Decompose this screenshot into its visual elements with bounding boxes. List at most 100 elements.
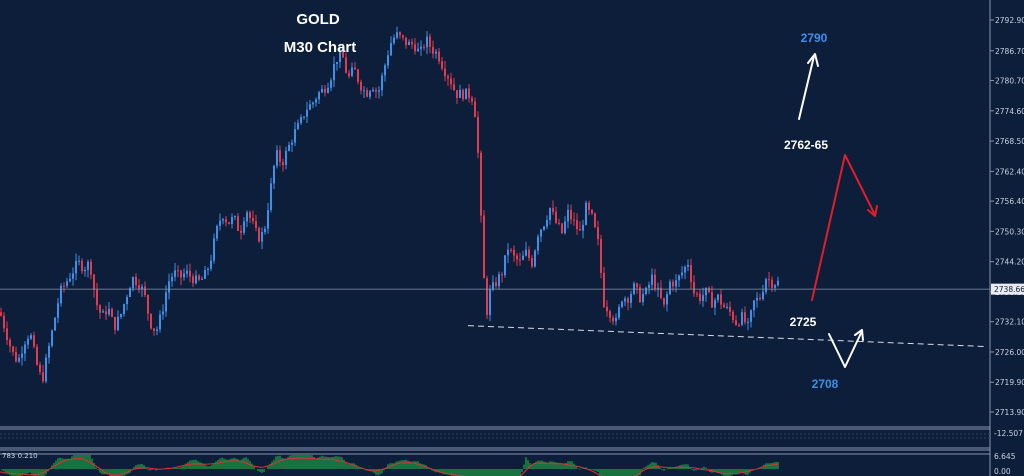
candle-body: [519, 259, 521, 261]
candle-body: [12, 346, 14, 352]
candle-body: [441, 61, 443, 69]
candle-body: [327, 87, 329, 93]
candle-body: [435, 51, 437, 54]
candle-body: [462, 89, 464, 100]
indicator-tick-high: 6.645: [994, 452, 1016, 461]
up-arrow-to-2790: [798, 55, 815, 120]
candle-body: [465, 88, 467, 100]
candle-body: [231, 217, 233, 224]
candle-body: [546, 219, 548, 227]
candle-body: [264, 228, 266, 233]
price-tick-label: 2786.70: [995, 47, 1024, 56]
candle-body: [447, 76, 449, 79]
candle-body: [93, 274, 95, 290]
candle-body: [30, 335, 32, 339]
price-tick-label: 2792.90: [995, 16, 1024, 25]
candle-body: [486, 278, 488, 316]
candle-body: [348, 72, 350, 76]
candle-body: [36, 346, 38, 365]
candle-body: [75, 260, 77, 274]
candle-body: [684, 266, 686, 273]
candle-body: [123, 304, 125, 314]
price-tick-label: 2768.50: [995, 137, 1024, 146]
candle-body: [432, 46, 434, 54]
candle-body: [558, 222, 560, 224]
candle-body: [114, 316, 116, 331]
candle-body: [252, 218, 254, 222]
candle-body: [663, 297, 665, 305]
chart-title: GOLD: [296, 11, 339, 28]
candle-body: [63, 285, 65, 287]
price-tick-label: 2726.00: [995, 348, 1024, 357]
candle-body: [54, 317, 56, 331]
candle-body: [141, 286, 143, 290]
candle-body: [345, 57, 347, 73]
candle-body: [636, 283, 638, 288]
candle-body: [81, 260, 83, 272]
candle-body: [177, 270, 179, 272]
projection-arrows: [798, 53, 878, 368]
candle-body: [777, 280, 779, 286]
candle-body: [357, 69, 359, 82]
candle-body: [498, 274, 500, 287]
candle-body: [537, 236, 539, 251]
candle-body: [429, 36, 431, 47]
candle-body: [513, 249, 515, 256]
candle-body: [369, 91, 371, 97]
candle-body: [333, 63, 335, 81]
candle-body: [153, 328, 155, 331]
candle-body: [18, 357, 20, 362]
candle-body: [627, 298, 629, 303]
candle-body: [630, 293, 632, 303]
indicator-tick-low: -12.507: [994, 429, 1023, 438]
candle-body: [564, 221, 566, 234]
candle-body: [150, 313, 152, 329]
candle-body: [180, 270, 182, 278]
candle-body: [165, 292, 167, 312]
candle-body: [87, 261, 89, 270]
candle-body: [687, 264, 689, 267]
candle-body: [396, 32, 398, 38]
candle-body: [45, 357, 47, 382]
candle-body: [426, 36, 428, 48]
candle-body: [768, 279, 770, 281]
candle-body: [552, 207, 554, 212]
candle-body: [261, 232, 263, 242]
candle-body: [207, 268, 209, 271]
candle-body: [138, 285, 140, 290]
candle-body: [105, 311, 107, 315]
candle-body: [762, 291, 764, 300]
candle-body: [753, 300, 755, 311]
candle-body: [771, 279, 773, 288]
panel-frames: [0, 0, 991, 476]
candle-body: [525, 249, 527, 256]
candle-body: [351, 67, 353, 76]
candle-body: [648, 284, 650, 288]
current-price-label: 2738.66: [994, 285, 1024, 294]
candle-body: [339, 50, 341, 63]
candle-body: [438, 51, 440, 62]
candle-body: [750, 310, 752, 322]
candle-body: [66, 281, 68, 286]
candle-body: [549, 207, 551, 220]
candle-body: [594, 213, 596, 228]
candle-body: [720, 294, 722, 305]
red-arrow-head: [867, 205, 878, 217]
candle-body: [132, 277, 134, 289]
candle-body: [111, 308, 113, 317]
candle-body: [372, 89, 374, 92]
candle-body: [411, 41, 413, 45]
candle-body: [189, 270, 191, 277]
candle-body: [0, 312, 2, 316]
candle-body: [381, 75, 383, 91]
candle-body: [126, 297, 128, 305]
candle-body: [276, 150, 278, 166]
price-tick-label: 2744.20: [995, 258, 1024, 267]
candle-body: [645, 287, 647, 295]
candle-body: [534, 250, 536, 267]
candle-body: [414, 44, 416, 52]
candlestick-series: [0, 26, 779, 384]
candle-body: [6, 328, 8, 341]
candle-body: [444, 68, 446, 77]
